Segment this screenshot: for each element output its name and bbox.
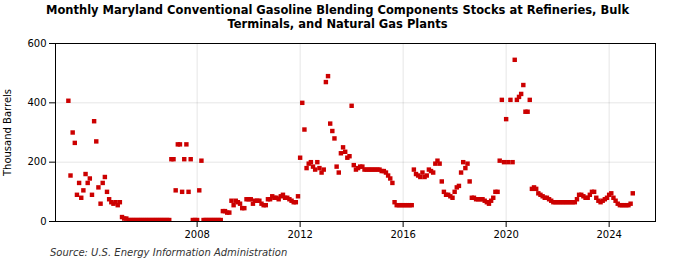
svg-text:2008: 2008 xyxy=(184,229,209,240)
svg-text:2012: 2012 xyxy=(287,229,312,240)
html-text:Monthly Maryland Conventional: Monthly Maryland Conventional Gasoline B… xyxy=(46,3,629,17)
svg-text:Thousand Barrels: Thousand Barrels xyxy=(2,89,13,177)
html-text:Source: U.S. Energy Informatio: Source: U.S. Energy Information Administ… xyxy=(50,247,288,258)
svg-text:2024: 2024 xyxy=(596,229,621,240)
svg-text:0: 0 xyxy=(40,216,46,227)
svg-text:200: 200 xyxy=(27,156,46,167)
html-text:Terminals, and Natural Gas Pla: Terminals, and Natural Gas Plants xyxy=(227,17,448,31)
svg-text:2020: 2020 xyxy=(493,229,518,240)
svg-text:2016: 2016 xyxy=(390,229,415,240)
svg-text:600: 600 xyxy=(27,38,46,49)
svg-text:400: 400 xyxy=(27,97,46,108)
